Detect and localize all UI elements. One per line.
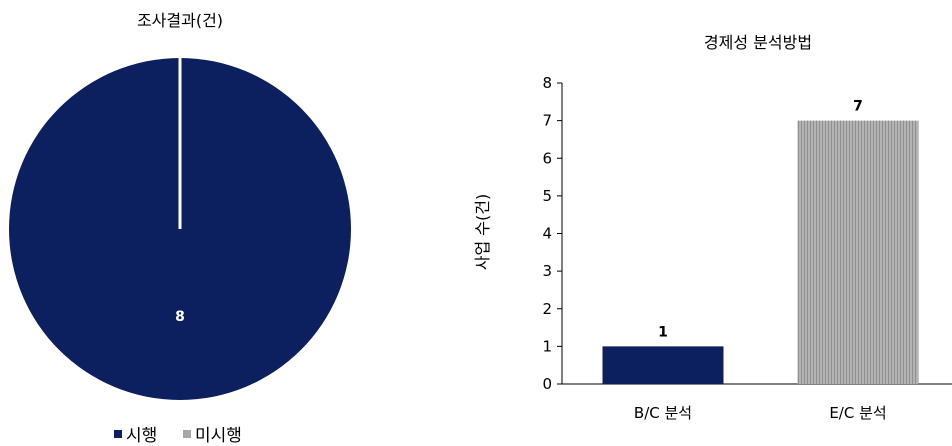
legend-swatch-0	[114, 430, 122, 438]
pie-legend: 시행 미시행	[114, 426, 242, 446]
x-tick-label-0: B/C 분석	[634, 404, 692, 422]
y-tick-label-0: 0	[542, 375, 552, 393]
y-tick-label-4: 4	[542, 225, 552, 243]
bar-chart: 경제성 분석방법 사업 수(건) 0 1 2 3 4 5 6 7 8 1 7 B/C 분석 E/…	[473, 33, 952, 422]
bars	[602, 120, 919, 384]
y-tick-label-1: 1	[542, 337, 552, 355]
y-tick-label-3: 3	[542, 262, 552, 280]
y-axis-ticks: 0 1 2 3 4 5 6 7 8	[542, 74, 562, 393]
y-tick-label-5: 5	[542, 187, 552, 205]
y-tick-label-2: 2	[542, 300, 552, 318]
pie-chart: 조사결과(건) 8 시행 미시행	[9, 11, 351, 446]
pie-slices	[9, 58, 351, 400]
pie-title: 조사결과(건)	[137, 11, 223, 30]
legend-swatch-1	[183, 430, 191, 438]
bar-data-label-1: 7	[853, 99, 863, 115]
y-tick-label-8: 8	[542, 74, 552, 92]
y-tick-label-7: 7	[542, 112, 552, 130]
x-tick-label-1: E/C 분석	[829, 404, 886, 422]
bar-title: 경제성 분석방법	[704, 33, 812, 52]
bar-1	[797, 120, 919, 384]
legend-label-0: 시행	[126, 426, 157, 446]
bar-data-label-0: 1	[658, 324, 668, 340]
legend-label-1: 미시행	[195, 426, 242, 446]
y-axis-label: 사업 수(건)	[473, 194, 492, 270]
pie-data-label-0: 8	[175, 309, 185, 325]
y-tick-label-6: 6	[542, 149, 552, 167]
bar-0	[602, 346, 724, 384]
